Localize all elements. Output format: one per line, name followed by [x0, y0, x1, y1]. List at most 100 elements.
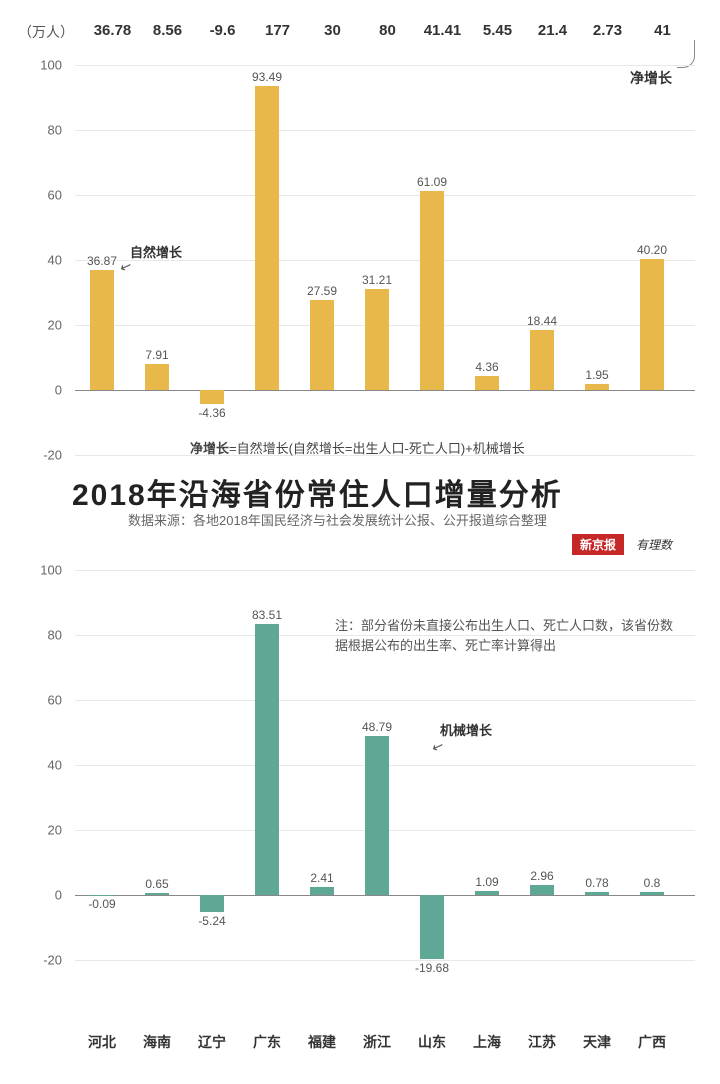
bar: [640, 892, 664, 895]
bar: [145, 364, 169, 390]
y-tick: 60: [22, 188, 62, 203]
province-label: 河北: [74, 1032, 130, 1052]
gridline: [75, 195, 695, 196]
top-value: -9.6: [195, 22, 250, 39]
y-tick: 80: [22, 123, 62, 138]
province-label: 江苏: [514, 1032, 570, 1052]
bar: [200, 895, 224, 912]
province-label: 海南: [129, 1032, 185, 1052]
y-tick: -20: [22, 448, 62, 463]
bar-value-label: 0.8: [627, 876, 677, 890]
main-title: 2018年沿海省份常住人口增量分析: [72, 470, 563, 514]
bar-value-label: 2.41: [297, 871, 347, 885]
province-label: 福建: [294, 1032, 350, 1052]
bar: [530, 330, 554, 390]
bar: [585, 384, 609, 390]
y-tick: 100: [22, 563, 62, 578]
province-label: 山东: [404, 1032, 460, 1052]
y-tick: 60: [22, 693, 62, 708]
formula: 净增长=自然增长(自然增长=出生人口-死亡人口)+机械增长: [190, 438, 525, 457]
bar-value-label: 1.95: [572, 368, 622, 382]
bar: [530, 885, 554, 895]
source-text: 数据来源：各地2018年国民经济与社会发展统计公报、公开报道综合整理: [128, 510, 547, 529]
y-tick: -20: [22, 953, 62, 968]
top-value: 36.78: [85, 22, 140, 39]
province-label: 辽宁: [184, 1032, 240, 1052]
bar: [475, 891, 499, 895]
top-value: 5.45: [470, 22, 525, 39]
chart2-annotation: 机械增长: [440, 720, 492, 739]
bar-value-label: -5.24: [187, 914, 237, 928]
net-growth-connector: [677, 40, 695, 68]
bar: [310, 887, 334, 895]
bar-value-label: 0.65: [132, 877, 182, 891]
bar: [640, 259, 664, 390]
bar: [365, 736, 389, 895]
bar-value-label: 31.21: [352, 273, 402, 287]
province-label: 广东: [239, 1032, 295, 1052]
formula-prefix: 净增长: [190, 441, 229, 456]
top-value: 21.4: [525, 22, 580, 39]
top-value: 41: [635, 22, 690, 39]
mechanical-growth-chart: -0.090.65-5.2483.512.4148.79-19.681.092.…: [75, 570, 695, 960]
bar: [90, 270, 114, 390]
bar-value-label: 0.78: [572, 876, 622, 890]
gridline: [75, 65, 695, 66]
top-value: 30: [305, 22, 360, 39]
bar-value-label: 1.09: [462, 875, 512, 889]
unit-label: （万人）: [18, 22, 74, 42]
province-label: 天津: [569, 1032, 625, 1052]
gridline: [75, 960, 695, 961]
bar-value-label: 40.20: [627, 243, 677, 257]
bar: [475, 376, 499, 390]
province-label: 浙江: [349, 1032, 405, 1052]
province-label: 上海: [459, 1032, 515, 1052]
bar: [145, 893, 169, 895]
y-tick: 20: [22, 823, 62, 838]
top-value: 8.56: [140, 22, 195, 39]
bar: [200, 390, 224, 404]
bar: [420, 191, 444, 390]
y-tick: 0: [22, 888, 62, 903]
y-tick: 40: [22, 758, 62, 773]
bar-value-label: 27.59: [297, 284, 347, 298]
bar-value-label: 48.79: [352, 720, 402, 734]
bar: [420, 895, 444, 959]
bar: [255, 624, 279, 895]
bar: [585, 892, 609, 895]
y-tick: 40: [22, 253, 62, 268]
gridline: [75, 895, 695, 896]
gridline: [75, 130, 695, 131]
y-tick: 80: [22, 628, 62, 643]
bar: [365, 289, 389, 390]
top-values-row: 36.788.56-9.6177308041.415.4521.42.7341: [85, 22, 690, 39]
bar-value-label: -19.68: [407, 961, 457, 975]
y-tick: 20: [22, 318, 62, 333]
gridline: [75, 570, 695, 571]
y-tick: 100: [22, 58, 62, 73]
bar-value-label: 2.96: [517, 869, 567, 883]
publisher-badge2: 有理数: [636, 536, 672, 553]
bar: [255, 86, 279, 390]
top-value: 80: [360, 22, 415, 39]
top-value: 177: [250, 22, 305, 39]
province-label: 广西: [624, 1032, 680, 1052]
bar: [310, 300, 334, 390]
formula-text: =自然增长(自然增长=出生人口-死亡人口)+机械增长: [229, 441, 525, 456]
gridline: [75, 700, 695, 701]
top-value: 2.73: [580, 22, 635, 39]
y-tick: 0: [22, 383, 62, 398]
bar-value-label: 4.36: [462, 360, 512, 374]
top-value: 41.41: [415, 22, 470, 39]
publisher-badge: 新京报: [572, 534, 624, 555]
bar-value-label: 61.09: [407, 175, 457, 189]
bar-value-label: -0.09: [77, 897, 127, 911]
bar-value-label: 93.49: [242, 70, 292, 84]
chart1-annotation: 自然增长: [130, 242, 182, 261]
bar-value-label: 18.44: [517, 314, 567, 328]
bar-value-label: 7.91: [132, 348, 182, 362]
bar-value-label: -4.36: [187, 406, 237, 420]
gridline: [75, 390, 695, 391]
bar-value-label: 83.51: [242, 608, 292, 622]
gridline: [75, 635, 695, 636]
